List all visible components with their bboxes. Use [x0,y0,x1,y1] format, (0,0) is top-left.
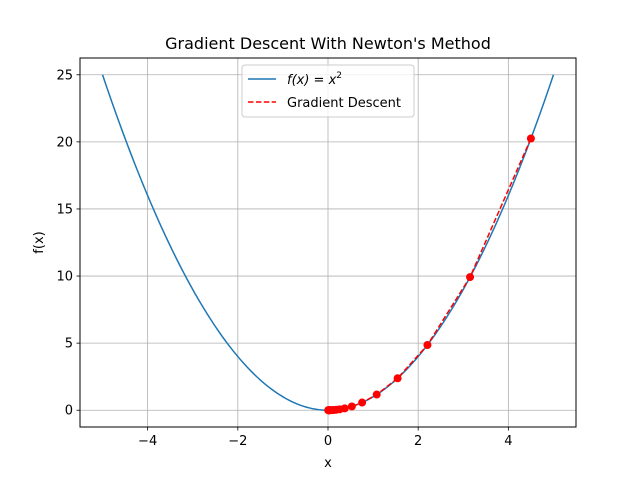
x-tick-label: −4 [138,434,157,449]
y-tick-label: 10 [56,270,73,285]
gradient-descent-point [423,340,432,349]
y-tick-label: 25 [56,68,73,83]
x-tick-label: −2 [228,434,247,449]
x-tick-label: 2 [414,434,422,449]
series-line-gradient-descent [328,138,532,411]
x-tick-label: 0 [324,434,332,449]
gradient-descent-point [526,134,535,143]
chart-title: Gradient Descent With Newton's Method [165,34,491,53]
legend-label-function: f(x) = x2 [287,71,342,88]
x-tick-label: 4 [504,434,512,449]
x-axis-label: x [324,456,332,471]
x-axis-ticks: −4 −2 0 2 4 [138,427,513,449]
legend: f(x) = x2 Gradient Descent [241,64,415,118]
y-tick-label: 0 [65,404,73,419]
gradient-descent-point [324,406,333,415]
legend-label-gradient-descent: Gradient Descent [287,96,401,111]
gradient-descent-point [466,273,475,282]
y-tick-label: 5 [65,337,73,352]
legend-box [241,64,415,118]
series-layer [101,74,555,415]
y-axis-label: f(x) [32,231,47,253]
y-tick-label: 20 [56,135,73,150]
y-axis-ticks: 0 5 10 15 20 25 [56,68,80,419]
gradient-descent-point [358,398,367,407]
gradient-descent-point [347,402,356,411]
gradient-descent-point [393,374,402,383]
y-tick-label: 15 [56,202,73,217]
gradient-descent-point [372,390,381,399]
